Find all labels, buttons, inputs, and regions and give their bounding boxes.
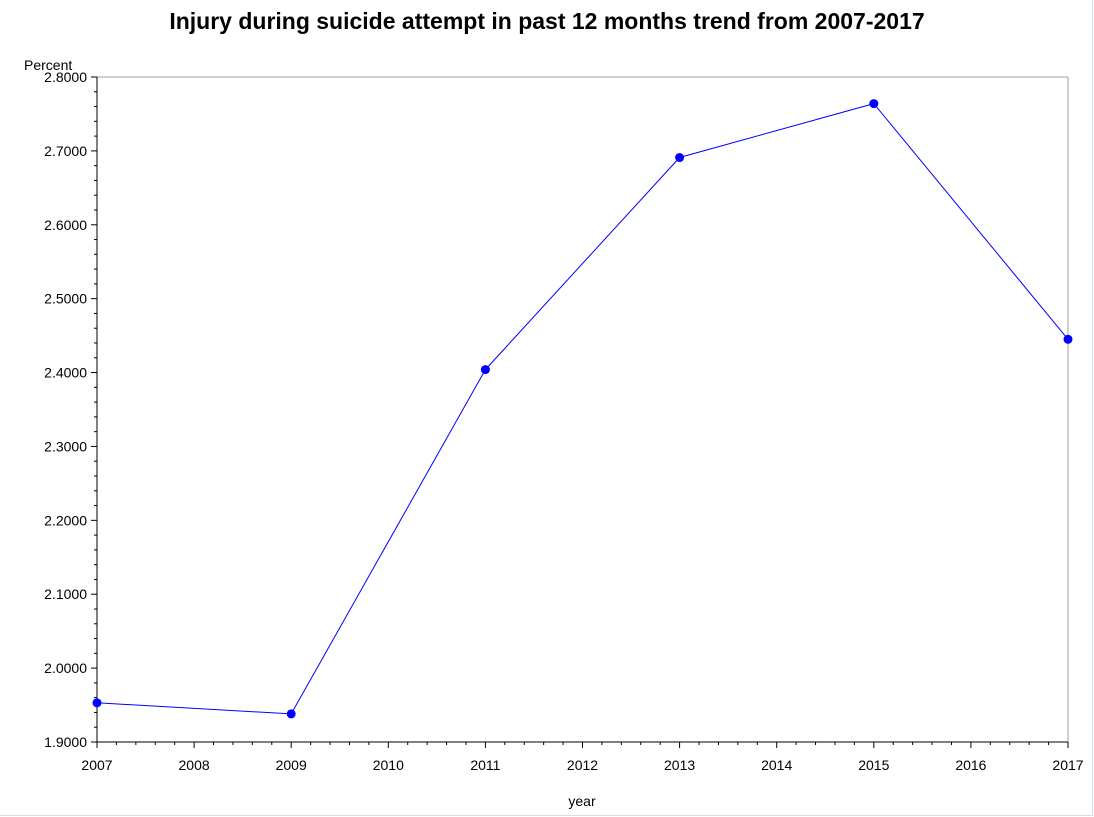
y-tick-label: 2.8000 [44,69,87,85]
x-tick-label: 2011 [470,757,500,773]
y-tick-label: 2.1000 [44,586,87,602]
data-point [1063,334,1073,344]
x-axis-title: year [568,793,596,809]
y-axis: 1.9000 2.0000 2.1000 2.2000 2.3000 2.4000 2.50… [44,69,97,750]
x-tick-label: 2015 [858,757,889,773]
x-tick-label: 2016 [955,757,986,773]
x-tick-label: 2009 [276,757,307,773]
x-tick-label: 2008 [179,757,210,773]
plot-area-frame [96,76,1069,743]
data-point [675,153,685,163]
y-tick-label: 2.4000 [44,365,87,381]
data-point [92,698,102,708]
series-layer [92,99,1073,719]
x-tick-label: 2014 [761,757,792,773]
x-tick-label: 2007 [81,757,112,773]
x-tick-label: 2013 [664,757,695,773]
y-tick-label: 1.9000 [44,734,87,750]
y-tick-label: 2.7000 [44,143,87,159]
y-tick-label: 2.0000 [44,660,87,676]
chart-title: Injury during suicide attempt in past 12… [169,8,925,34]
series-line [96,103,1069,715]
y-tick-label: 2.5000 [44,291,87,307]
x-tick-label: 2017 [1052,757,1083,773]
x-tick-label: 2010 [373,757,404,773]
data-point [480,365,490,375]
x-axis: 2007 2008 2009 2010 2011 2012 2013 2014 2015 2016… [81,742,1084,773]
data-point [869,99,879,109]
y-tick-label: 2.2000 [44,512,87,528]
y-tick-label: 2.3000 [44,438,87,454]
y-axis-title: Percent [24,57,72,73]
x-tick-label: 2012 [567,757,598,773]
y-tick-label: 2.6000 [44,217,87,233]
data-point [286,709,296,719]
